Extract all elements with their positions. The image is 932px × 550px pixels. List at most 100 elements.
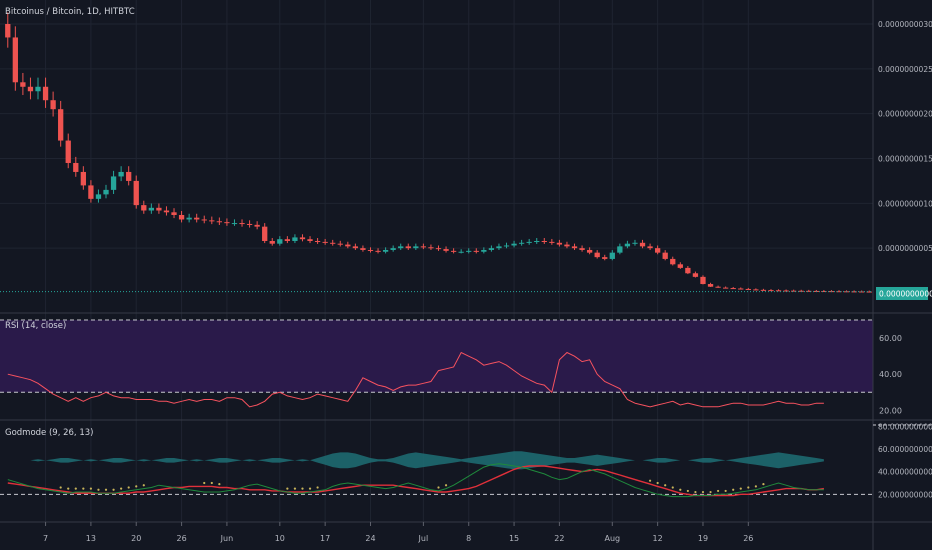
candle-body xyxy=(65,140,71,163)
candle-body xyxy=(133,180,139,206)
godmode-green-line xyxy=(7,463,824,498)
candle-body xyxy=(450,250,457,252)
time-tick-label: 26 xyxy=(176,534,186,543)
candle-body xyxy=(118,171,124,177)
candle-body xyxy=(602,257,608,259)
time-tick-label: 7 xyxy=(43,534,48,543)
candle-body xyxy=(730,288,736,290)
candle-body xyxy=(518,242,525,244)
candle-body xyxy=(35,86,41,92)
candle-body xyxy=(662,252,668,259)
godmode-panel[interactable] xyxy=(0,451,873,498)
candle-body xyxy=(586,249,593,253)
candle-body xyxy=(700,276,706,285)
rsi-tick-label: 40.00 xyxy=(879,370,902,379)
candle-body xyxy=(851,291,857,293)
candle-body xyxy=(564,244,570,247)
time-tick-label: 12 xyxy=(653,534,663,543)
godmode-dot xyxy=(437,486,440,489)
candle-body xyxy=(42,86,49,101)
godmode-dot xyxy=(739,487,742,490)
time-tick-label: Jul xyxy=(418,534,429,543)
candle-body xyxy=(617,246,623,253)
godmode-dot xyxy=(112,488,115,491)
candle-body xyxy=(609,252,615,259)
candle-body xyxy=(541,240,547,242)
candle-body xyxy=(337,243,343,245)
godmode-dot xyxy=(218,483,221,486)
candle-body xyxy=(549,241,555,243)
candle-body xyxy=(783,290,789,292)
godmode-dot xyxy=(203,481,206,485)
candle-body xyxy=(58,109,64,141)
time-tick-label: Jun xyxy=(220,534,234,543)
rsi-panel[interactable] xyxy=(0,319,873,408)
candle-body xyxy=(738,288,744,290)
godmode-tick-label: 20.000000000000 xyxy=(878,490,932,499)
rsi-title[interactable]: RSI (14, close) xyxy=(5,321,66,331)
candle-body xyxy=(178,214,185,220)
godmode-area xyxy=(7,451,824,470)
candle-body xyxy=(103,189,109,195)
godmode-dot xyxy=(724,489,727,493)
candle-body xyxy=(632,242,638,244)
godmode-dot xyxy=(716,489,720,493)
godmode-dot xyxy=(104,488,108,491)
candle-body xyxy=(526,241,532,243)
godmode-dot xyxy=(135,485,138,488)
godmode-dot xyxy=(120,487,123,490)
candle-body xyxy=(292,237,298,241)
time-tick-label: Aug xyxy=(604,534,620,543)
candle-body xyxy=(413,246,419,249)
candle-body xyxy=(428,247,434,249)
last-price-label: 0.0000000000155 xyxy=(879,290,932,299)
godmode-dot xyxy=(89,487,92,490)
godmode-dot xyxy=(656,481,659,485)
candle-body xyxy=(836,291,842,293)
godmode-dot xyxy=(671,486,674,489)
symbol-title[interactable]: Bitcoinus / Bitcoin, 1D, HITBTC xyxy=(5,7,135,17)
candle-body xyxy=(156,207,162,211)
right-price-axis[interactable]: 0.0000000030000 0.0000000025000 0.00000000… xyxy=(878,20,932,499)
candle-body xyxy=(171,212,177,215)
price-tick-label: 0.0000000030000 xyxy=(878,20,932,29)
candle-body xyxy=(791,290,797,292)
rsi-tick-label: 60.00 xyxy=(879,334,902,343)
godmode-dot xyxy=(286,487,289,490)
candle-body xyxy=(647,246,653,249)
candle-body xyxy=(277,239,283,244)
candle-body xyxy=(360,248,366,250)
price-panel[interactable] xyxy=(0,12,873,293)
godmode-dot xyxy=(762,483,765,486)
candle-body xyxy=(420,246,427,248)
candle-body xyxy=(488,248,495,250)
candle-body xyxy=(194,217,200,220)
godmode-dot xyxy=(679,488,682,491)
candle-body xyxy=(12,37,18,83)
candle-body xyxy=(375,250,381,252)
candle-body xyxy=(367,249,374,251)
candle-body xyxy=(95,194,102,199)
candle-body xyxy=(163,210,170,213)
godmode-title[interactable]: Godmode (9, 26, 13) xyxy=(5,428,93,438)
candle-body xyxy=(5,24,11,38)
godmode-dot xyxy=(97,488,100,491)
time-axis[interactable]: 7 13 20 26 Jun 10 17 24 Jul 8 15 22 Aug 12 19 26 xyxy=(43,522,753,543)
time-tick-label: 22 xyxy=(554,534,564,543)
candle-body xyxy=(775,290,782,292)
candle-body xyxy=(186,217,192,220)
candle-body xyxy=(624,243,631,247)
candle-body xyxy=(723,287,729,289)
godmode-tick-label: 80.000000000000 xyxy=(878,422,932,431)
candle-body xyxy=(307,239,313,241)
candles-layer xyxy=(5,12,872,293)
candle-body xyxy=(466,250,472,252)
candle-body xyxy=(239,223,245,225)
candle-body xyxy=(262,226,268,241)
candle-body xyxy=(639,242,646,247)
candle-body xyxy=(224,222,230,224)
godmode-dot xyxy=(709,490,712,494)
candle-body xyxy=(80,171,86,186)
godmode-dot xyxy=(308,487,312,490)
